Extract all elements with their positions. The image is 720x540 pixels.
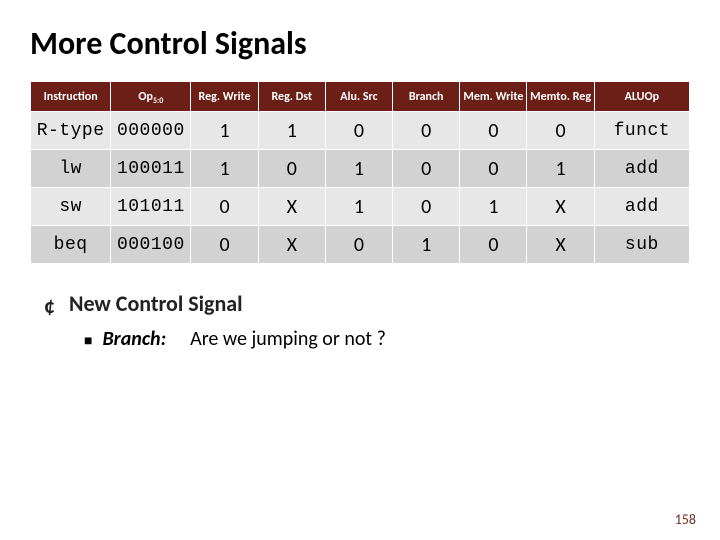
cell-memtoreg: 1 — [527, 150, 594, 188]
cell-regwrite: 1 — [191, 112, 258, 150]
cell-memwrite: 0 — [460, 112, 527, 150]
cell-aluop: funct — [594, 112, 689, 150]
cell-branch: 0 — [393, 150, 460, 188]
cell-memwrite: 0 — [460, 150, 527, 188]
cell-aluop: sub — [594, 226, 689, 264]
col-header-instr: Instruction — [31, 82, 111, 112]
cell-memtoreg: X — [527, 226, 594, 264]
cell-memwrite: 0 — [460, 226, 527, 264]
col-header-memwrite: Mem. Write — [460, 82, 527, 112]
col-header-regwrite: Reg. Write — [191, 82, 258, 112]
bullet-level2-text: Are we jumping or not ? — [190, 327, 386, 351]
cell-opcode: 100011 — [111, 150, 191, 188]
col-header-memtoreg: Memto. Reg — [527, 82, 594, 112]
cell-instr: beq — [31, 226, 111, 264]
bullet-level2: ■ Branch: Are we jumping or not ? — [84, 327, 690, 351]
cell-regwrite: 1 — [191, 150, 258, 188]
cell-regdst: X — [258, 226, 325, 264]
cell-opcode: 101011 — [111, 188, 191, 226]
bullet-level2-label: Branch: — [102, 327, 166, 351]
bullet-list: ¢ New Control Signal ■ Branch: Are we ju… — [44, 290, 690, 351]
cell-alusrc: 1 — [325, 150, 392, 188]
cell-opcode: 000100 — [111, 226, 191, 264]
table-body: R-type000000110000functlw100011101001add… — [31, 112, 690, 264]
cell-branch: 0 — [393, 112, 460, 150]
cell-alusrc: 1 — [325, 188, 392, 226]
cell-memtoreg: X — [527, 188, 594, 226]
cell-memtoreg: 0 — [527, 112, 594, 150]
table-row: R-type000000110000funct — [31, 112, 690, 150]
cell-aluop: add — [594, 150, 689, 188]
cell-regwrite: 0 — [191, 188, 258, 226]
square-bullet-icon: ■ — [84, 332, 92, 349]
cell-instr: lw — [31, 150, 111, 188]
table-row: lw100011101001add — [31, 150, 690, 188]
cell-opcode: 000000 — [111, 112, 191, 150]
table-row: beq0001000X010Xsub — [31, 226, 690, 264]
col-header-alusrc: Alu. Src — [325, 82, 392, 112]
col-header-opcode: Op5:0 — [111, 82, 191, 112]
cell-instr: sw — [31, 188, 111, 226]
slide: More Control Signals InstructionOp5:0Reg… — [0, 0, 720, 540]
cell-regwrite: 0 — [191, 226, 258, 264]
bullet-level1-text: New Control Signal — [69, 290, 243, 317]
cell-branch: 1 — [393, 226, 460, 264]
cell-regdst: X — [258, 188, 325, 226]
table-row: sw1010110X101Xadd — [31, 188, 690, 226]
col-header-branch: Branch — [393, 82, 460, 112]
cell-alusrc: 0 — [325, 112, 392, 150]
bullet-level1: ¢ New Control Signal — [44, 290, 690, 317]
cell-memwrite: 1 — [460, 188, 527, 226]
page-number: 158 — [675, 511, 696, 528]
col-header-regdst: Reg. Dst — [258, 82, 325, 112]
cell-alusrc: 0 — [325, 226, 392, 264]
cell-branch: 0 — [393, 188, 460, 226]
circle-bullet-icon: ¢ — [44, 295, 55, 317]
col-header-aluop: ALUOp — [594, 82, 689, 112]
cell-instr: R-type — [31, 112, 111, 150]
cell-regdst: 0 — [258, 150, 325, 188]
cell-regdst: 1 — [258, 112, 325, 150]
slide-title: More Control Signals — [30, 24, 690, 63]
table-header-row: InstructionOp5:0Reg. WriteReg. DstAlu. S… — [31, 82, 690, 112]
cell-aluop: add — [594, 188, 689, 226]
control-signals-table: InstructionOp5:0Reg. WriteReg. DstAlu. S… — [30, 81, 690, 264]
